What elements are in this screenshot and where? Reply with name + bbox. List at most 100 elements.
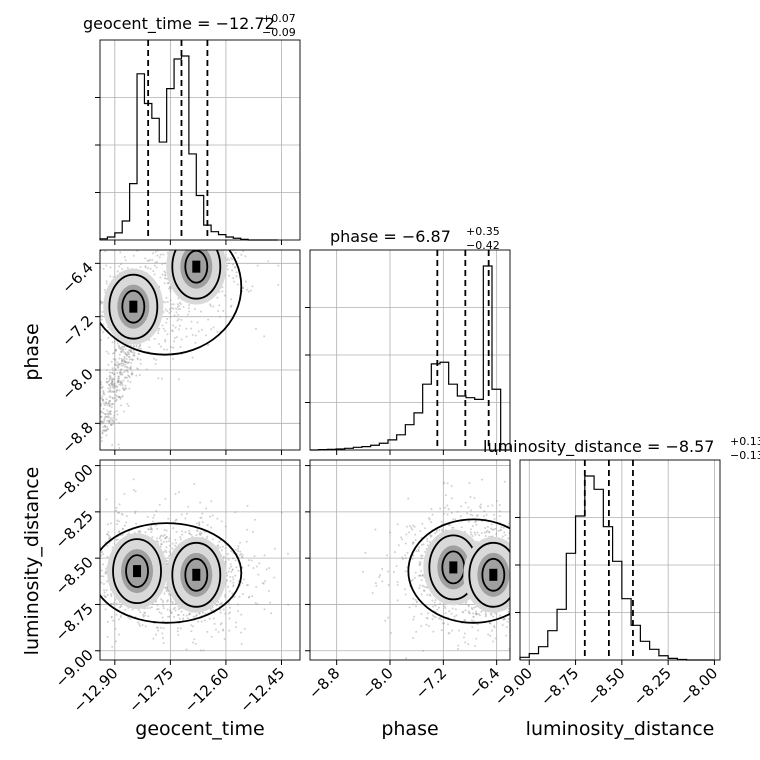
sample-point bbox=[484, 534, 487, 537]
sample-point bbox=[196, 321, 199, 324]
panel-frame bbox=[309, 249, 511, 451]
sample-point bbox=[111, 385, 114, 388]
sample-point bbox=[101, 550, 104, 553]
sample-point bbox=[515, 608, 517, 610]
sample-point bbox=[475, 613, 478, 616]
sample-point bbox=[234, 548, 237, 551]
sample-point bbox=[171, 601, 174, 604]
sample-point bbox=[101, 301, 104, 304]
sample-point bbox=[246, 232, 248, 234]
sample-point bbox=[199, 246, 201, 248]
sample-point bbox=[137, 608, 140, 611]
sample-point bbox=[514, 661, 516, 663]
sample-point bbox=[104, 401, 107, 404]
sample-point bbox=[162, 540, 165, 543]
sample-point bbox=[401, 538, 404, 541]
sample-point bbox=[198, 612, 201, 615]
sample-point bbox=[105, 570, 108, 573]
sample-point bbox=[535, 568, 537, 570]
sample-point bbox=[254, 327, 257, 330]
sample-point bbox=[247, 290, 250, 293]
sample-point bbox=[190, 247, 192, 249]
sample-point bbox=[153, 273, 156, 276]
sample-point bbox=[106, 426, 109, 429]
sample-point bbox=[201, 236, 203, 238]
sample-point bbox=[218, 540, 221, 543]
sample-point bbox=[108, 389, 111, 392]
sample-point bbox=[121, 384, 124, 387]
sample-point bbox=[522, 589, 524, 591]
sample-point bbox=[423, 589, 426, 592]
sample-point bbox=[190, 219, 192, 221]
sample-point bbox=[255, 231, 257, 233]
contour-middle bbox=[171, 250, 222, 300]
sample-point bbox=[100, 404, 102, 407]
sample-point bbox=[124, 608, 127, 611]
sample-point bbox=[418, 561, 421, 564]
sample-point bbox=[139, 358, 142, 361]
sample-point bbox=[247, 559, 250, 562]
sample-point bbox=[107, 419, 110, 422]
sample-point bbox=[156, 540, 159, 543]
sample-point bbox=[100, 381, 103, 384]
sample-point bbox=[464, 619, 467, 622]
sample-point bbox=[118, 396, 121, 399]
sample-point bbox=[515, 541, 517, 543]
sample-point bbox=[505, 634, 508, 637]
sample-point bbox=[237, 550, 240, 553]
sample-point bbox=[215, 240, 217, 242]
sample-point bbox=[115, 389, 118, 392]
sample-point bbox=[97, 296, 99, 298]
sample-point bbox=[179, 536, 182, 539]
sample-point bbox=[222, 556, 225, 559]
sample-point bbox=[491, 504, 494, 507]
sample-point bbox=[460, 526, 463, 529]
sample-point bbox=[112, 419, 115, 422]
sample-point bbox=[455, 614, 458, 617]
sample-point bbox=[120, 350, 123, 353]
sample-point bbox=[387, 584, 390, 587]
sample-point bbox=[91, 544, 93, 546]
sample-point bbox=[180, 338, 183, 341]
sample-point bbox=[195, 522, 198, 525]
sample-point bbox=[516, 601, 518, 603]
sample-point bbox=[95, 389, 97, 391]
sample-point bbox=[437, 617, 440, 620]
sample-point bbox=[139, 611, 142, 614]
sample-point bbox=[254, 602, 257, 605]
sample-point bbox=[109, 416, 112, 419]
sample-point bbox=[159, 662, 161, 664]
sample-point bbox=[97, 344, 99, 346]
sample-point bbox=[525, 530, 527, 532]
sample-point bbox=[469, 509, 472, 512]
sample-point bbox=[211, 237, 213, 239]
sample-point bbox=[185, 648, 188, 651]
sample-point bbox=[198, 522, 201, 525]
sample-point bbox=[277, 264, 280, 267]
sample-point bbox=[125, 354, 128, 357]
sample-point bbox=[241, 553, 244, 556]
sample-point bbox=[247, 596, 250, 599]
sample-point bbox=[164, 277, 167, 280]
sample-point bbox=[106, 533, 109, 536]
sample-point bbox=[420, 612, 423, 615]
sample-point bbox=[150, 531, 153, 534]
sample-point bbox=[435, 529, 438, 532]
sample-point bbox=[435, 530, 438, 533]
sample-point bbox=[154, 189, 156, 191]
sample-point bbox=[102, 331, 105, 334]
sample-point bbox=[112, 387, 115, 390]
sample-point bbox=[217, 245, 219, 247]
sample-point bbox=[166, 608, 169, 611]
sample-point bbox=[96, 522, 98, 524]
sample-point bbox=[464, 602, 467, 605]
sample-point bbox=[124, 385, 127, 388]
sample-point bbox=[206, 630, 209, 633]
sample-point bbox=[102, 391, 105, 394]
sample-point bbox=[119, 368, 122, 371]
sample-point bbox=[104, 413, 107, 416]
sample-point bbox=[149, 526, 152, 529]
sample-point bbox=[252, 530, 255, 533]
sample-point bbox=[426, 593, 429, 596]
sample-point bbox=[477, 629, 480, 632]
